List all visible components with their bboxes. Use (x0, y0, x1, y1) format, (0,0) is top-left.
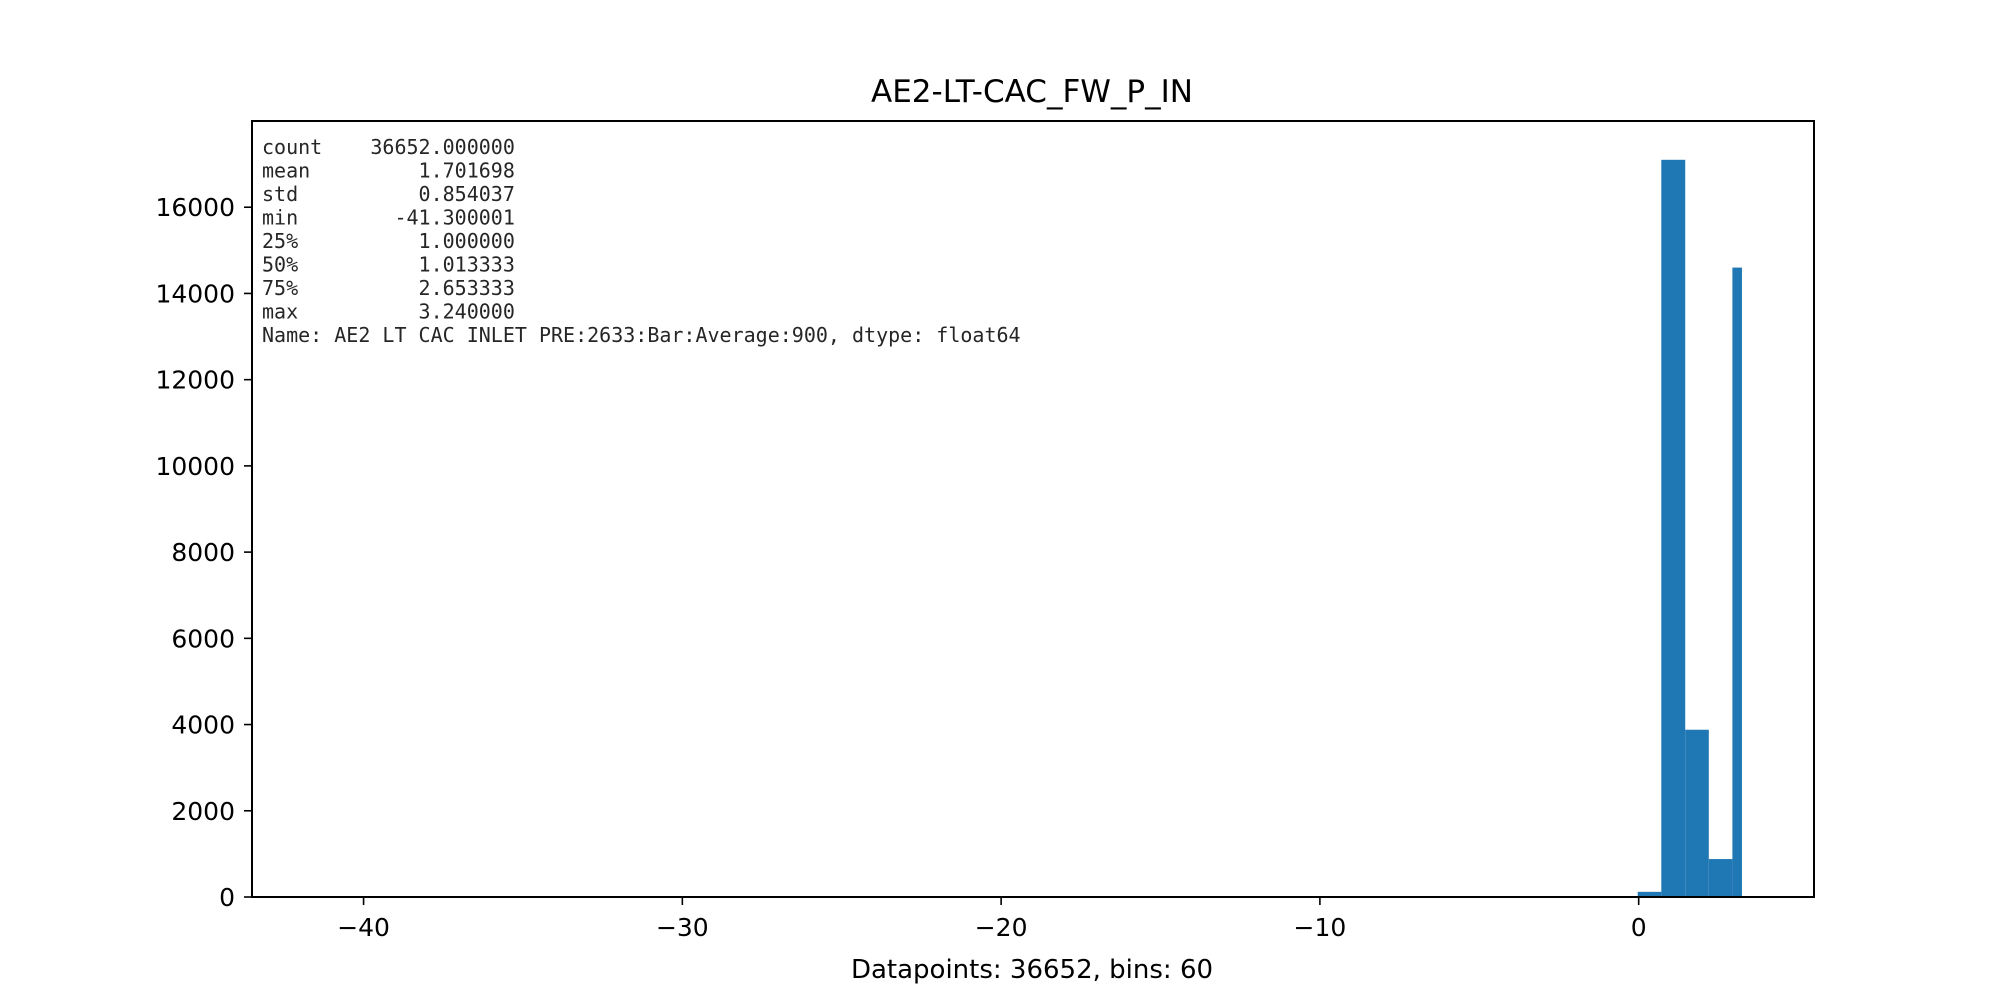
stats-line: 25% 1.000000 (262, 229, 515, 253)
y-tick-label: 16000 (155, 193, 235, 222)
y-tick-label: 14000 (155, 279, 235, 308)
stats-line: 50% 1.013333 (262, 253, 515, 277)
x-tick-label: −10 (1294, 913, 1347, 942)
y-tick-label: 4000 (171, 711, 235, 740)
x-tick-label: −40 (337, 913, 390, 942)
x-tick-label: 0 (1631, 913, 1647, 942)
histogram-bar-4 (1732, 267, 1742, 898)
y-tick-label: 12000 (155, 366, 235, 395)
chart-title: AE2-LT-CAC_FW_P_IN (871, 74, 1193, 110)
y-tick-label: 10000 (155, 452, 235, 481)
stats-line: Name: AE2 LT CAC INLET PRE:2633:Bar:Aver… (262, 323, 1021, 347)
histogram-bar-3 (1708, 859, 1733, 897)
x-axis-label: Datapoints: 36652, bins: 60 (851, 955, 1213, 985)
y-axis: 0 2000 4000 6000 8000 10000 12000 14000 16000 (155, 193, 252, 912)
stats-line: mean 1.701698 (262, 159, 515, 183)
y-tick-label: 2000 (171, 797, 235, 826)
stats-line: min -41.300001 (262, 206, 515, 230)
stats-line: count 36652.000000 (262, 135, 515, 159)
histogram-bar-1 (1661, 159, 1686, 898)
y-tick-label: 8000 (171, 538, 235, 567)
stats-line: 75% 2.653333 (262, 276, 515, 300)
histogram-bars (1637, 159, 1742, 898)
stats-line: max 3.240000 (262, 300, 515, 324)
x-tick-label: −30 (656, 913, 709, 942)
x-tick-label: −20 (975, 913, 1028, 942)
histogram-bar-2 (1685, 729, 1709, 897)
histogram-bar-0 (1637, 891, 1662, 897)
y-tick-label: 6000 (171, 624, 235, 653)
plot-frame (251, 120, 1815, 898)
stats-line: std 0.854037 (262, 182, 515, 206)
x-axis: −40 −30 −20 −10 0 (337, 897, 1647, 942)
y-tick-label: 0 (219, 883, 235, 912)
